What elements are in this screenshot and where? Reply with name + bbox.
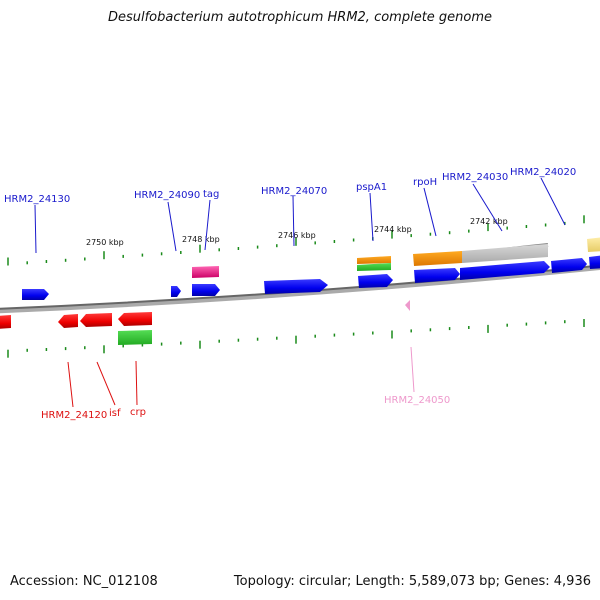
region-offscreen[interactable]	[587, 237, 600, 252]
connector-HRM2-24070	[292, 195, 295, 247]
connector-HRM2-24020	[540, 177, 566, 226]
gene-arrow-offscreen[interactable]	[589, 255, 600, 269]
scale-label: 2744 kbp	[374, 225, 412, 234]
gene-arrow-HRM2-24070[interactable]	[264, 279, 328, 294]
rrna-rpoH[interactable]	[413, 251, 462, 266]
gene-label-pspA1[interactable]: pspA1	[356, 182, 387, 193]
rna-features	[192, 237, 600, 278]
gene-arrow-crp[interactable]	[118, 312, 152, 326]
gene-label-HRM2-24070[interactable]: HRM2_24070	[261, 186, 327, 197]
gene-label-HRM2-24050[interactable]: HRM2_24050	[384, 395, 450, 406]
forward-strand-genes	[22, 255, 600, 300]
gene-arrow-tag[interactable]	[192, 284, 220, 296]
connector-rpoH	[423, 187, 437, 237]
connector-pspA1	[369, 192, 374, 242]
genome-title: Desulfobacterium autotrophicum HRM2, com…	[107, 10, 493, 25]
gene-arrow-HRM2-24120[interactable]	[58, 314, 78, 328]
scale-label: 2750 kbp	[86, 238, 124, 247]
gene-arrow-HRM2-24130[interactable]	[22, 289, 49, 300]
gene-arrow-pspA1[interactable]	[358, 274, 393, 288]
gene-arrow-HRM2-24030[interactable]	[460, 261, 550, 280]
forward-gene-labels: HRM2_24130 HRM2_24090 tag HRM2_24070 psp…	[4, 167, 576, 205]
gene-label-HRM2-24130[interactable]: HRM2_24130	[4, 194, 70, 205]
connector-tag	[204, 199, 211, 251]
gene-arrow-HRM2-24090[interactable]	[171, 286, 181, 297]
gene-arrow-isf[interactable]	[80, 313, 112, 327]
misc-pspA1[interactable]	[357, 263, 391, 271]
rrna-pspA1[interactable]	[357, 256, 391, 264]
reverse-gene-labels: HRM2_24120 isf crp	[41, 407, 146, 421]
gene-arrow-HRM2-24020[interactable]	[551, 258, 587, 273]
gene-label-rpoH[interactable]: rpoH	[413, 177, 437, 188]
gene-label-tag[interactable]: tag	[203, 189, 219, 200]
gene-arrow-rpoH[interactable]	[414, 268, 460, 283]
scale-label: 2746 kbp	[278, 231, 316, 240]
label-connectors	[34, 177, 566, 408]
pseudo-gene-labels: HRM2_24050	[384, 395, 450, 406]
region-HRM2-24030[interactable]	[462, 244, 548, 263]
reverse-strand-genes	[0, 300, 410, 345]
scale-labels: 2750 kbp 2748 kbp 2746 kbp 2744 kbp 2742…	[86, 217, 508, 247]
gene-label-HRM2-24030[interactable]: HRM2_24030	[442, 172, 508, 183]
gene-arrow-left-edge[interactable]	[0, 315, 11, 329]
connector-HRM2-24120	[67, 361, 74, 408]
connector-HRM2-24050	[410, 346, 415, 393]
accession-text: Accession: NC_012108	[10, 574, 158, 589]
inner-tick-ring	[7, 319, 585, 358]
gene-label-isf[interactable]: isf	[109, 408, 121, 419]
connector-HRM2-24130	[34, 204, 37, 254]
gene-label-crp[interactable]: crp	[130, 407, 146, 418]
trna-tag[interactable]	[192, 266, 219, 278]
scale-label: 2742 kbp	[470, 217, 508, 226]
gene-label-HRM2-24120[interactable]: HRM2_24120	[41, 410, 107, 421]
connector-isf	[96, 361, 116, 406]
gene-label-HRM2-24090[interactable]: HRM2_24090	[134, 190, 200, 201]
gene-label-HRM2-24020[interactable]: HRM2_24020	[510, 167, 576, 178]
connector-HRM2-24090	[167, 201, 177, 252]
scale-label: 2748 kbp	[182, 235, 220, 244]
connector-crp	[135, 360, 138, 406]
misc-crp[interactable]	[118, 330, 152, 345]
connector-HRM2-24030	[472, 183, 503, 232]
genome-summary-text: Topology: circular; Length: 5,589,073 bp…	[233, 574, 591, 589]
pseudo-HRM2-24050[interactable]	[405, 300, 410, 311]
